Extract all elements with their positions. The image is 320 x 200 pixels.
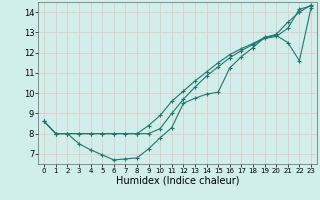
X-axis label: Humidex (Indice chaleur): Humidex (Indice chaleur) <box>116 176 239 186</box>
